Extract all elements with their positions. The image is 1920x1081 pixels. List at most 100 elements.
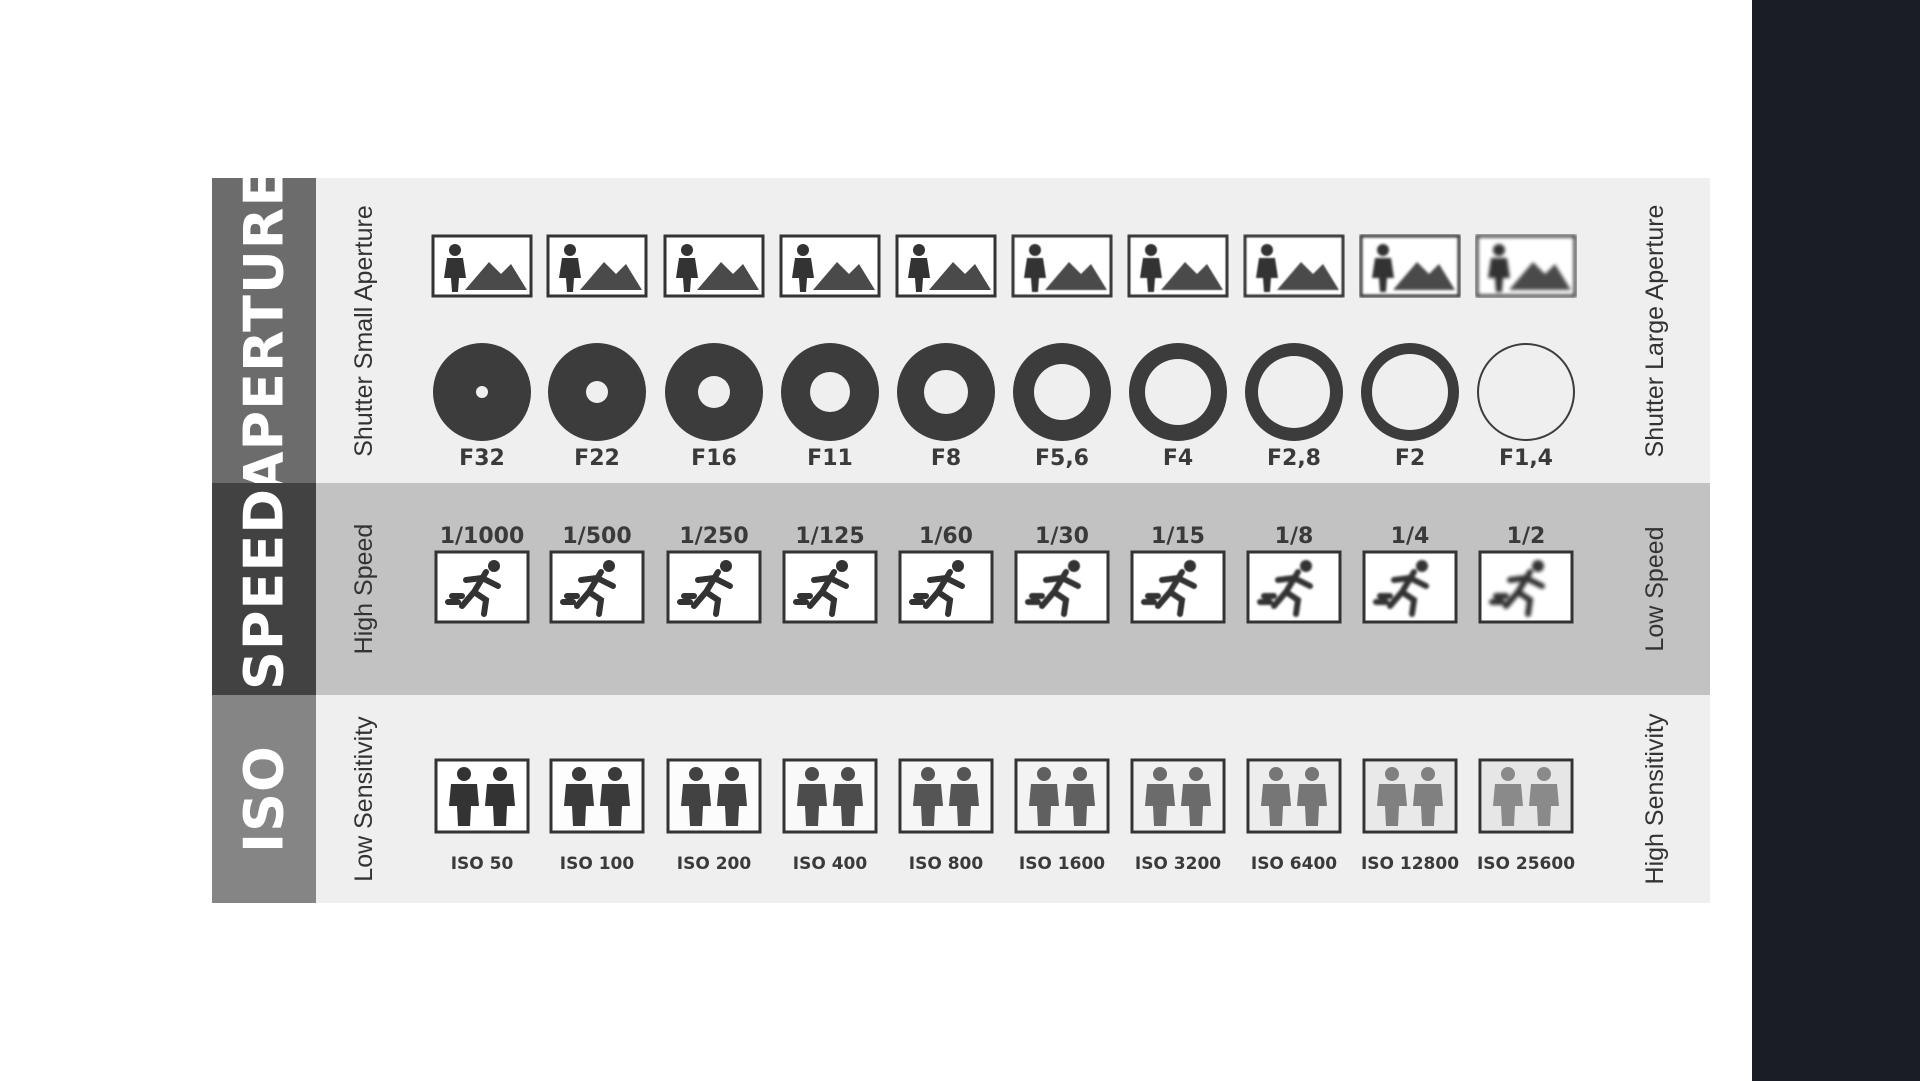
speed-icon-2 xyxy=(549,550,645,628)
speed-stop-label: 1/500 xyxy=(562,524,632,549)
speed-stop-label: 1/30 xyxy=(1035,524,1089,549)
iso-icon-6 xyxy=(1014,758,1110,838)
person-mountain-icon xyxy=(663,234,765,298)
speed-stop-label: 1/125 xyxy=(795,524,865,549)
two-people-icon xyxy=(549,758,645,834)
aperture-ring-icon xyxy=(1245,343,1343,441)
aperture-ring-3 xyxy=(664,342,764,446)
speed-icon-7 xyxy=(1130,550,1226,628)
iso-right-label: High Sensitivity xyxy=(1641,713,1669,885)
speed-stop-label: 1/8 xyxy=(1274,524,1314,549)
aperture-stop-label: F16 xyxy=(691,446,737,471)
running-person-icon xyxy=(1478,550,1574,624)
aperture-ring-icon xyxy=(548,343,646,441)
iso-icon-9 xyxy=(1362,758,1458,838)
iso-icon-10 xyxy=(1478,758,1574,838)
iso-icon-1 xyxy=(434,758,530,838)
running-person-icon xyxy=(666,550,762,624)
running-person-icon xyxy=(1130,550,1226,624)
speed-icon-9 xyxy=(1362,550,1458,628)
aperture-stop-label: F4 xyxy=(1162,446,1194,471)
iso-stop-label: ISO 1600 xyxy=(1018,854,1106,874)
aperture-scene-6 xyxy=(1011,234,1113,302)
aperture-ring-icon xyxy=(1361,343,1459,441)
running-person-icon xyxy=(1014,550,1110,624)
person-mountain-icon xyxy=(779,234,881,298)
speed-icon-1 xyxy=(434,550,530,628)
aperture-scene-2 xyxy=(546,234,648,302)
person-mountain-icon xyxy=(1127,234,1229,298)
person-mountain-icon xyxy=(431,234,533,298)
exposure-chart: APERTURE Shutter Small Aperture Shutter … xyxy=(212,168,1710,903)
two-people-icon xyxy=(1014,758,1110,834)
aperture-title-bar: APERTURE xyxy=(212,168,316,493)
running-person-icon xyxy=(782,550,878,624)
aperture-ring-10 xyxy=(1476,342,1576,446)
aperture-ring-icon xyxy=(897,343,995,441)
speed-stop-label: 1/4 xyxy=(1390,524,1430,549)
speed-icon-6 xyxy=(1014,550,1110,628)
aperture-ring-5 xyxy=(896,342,996,446)
aperture-stop-label: F32 xyxy=(459,446,505,471)
two-people-icon xyxy=(1362,758,1458,834)
aperture-scene-5 xyxy=(895,234,997,302)
two-people-icon xyxy=(782,758,878,834)
aperture-scene-10 xyxy=(1475,234,1577,302)
aperture-stop-label: F1,4 xyxy=(1498,446,1554,471)
person-mountain-icon xyxy=(1011,234,1113,298)
aperture-scene-7 xyxy=(1127,234,1229,302)
iso-icon-4 xyxy=(782,758,878,838)
aperture-left-label: Shutter Small Aperture xyxy=(350,204,378,457)
speed-title: SPEED xyxy=(232,487,296,691)
aperture-scene-1 xyxy=(431,234,533,302)
speed-icon-4 xyxy=(782,550,878,628)
two-people-icon xyxy=(1478,758,1574,834)
two-people-icon xyxy=(1130,758,1226,834)
iso-stop-label: ISO 200 xyxy=(676,854,752,874)
iso-stop-label: ISO 3200 xyxy=(1134,854,1222,874)
aperture-ring-icon xyxy=(1477,343,1575,441)
aperture-ring-1 xyxy=(432,342,532,446)
iso-icon-3 xyxy=(666,758,762,838)
aperture-ring-icon xyxy=(1129,343,1227,441)
two-people-icon xyxy=(434,758,530,834)
aperture-stop-label: F2,8 xyxy=(1266,446,1322,471)
two-people-icon xyxy=(898,758,994,834)
speed-stop-label: 1/2 xyxy=(1506,524,1546,549)
iso-title: ISO xyxy=(232,745,296,853)
running-person-icon xyxy=(1362,550,1458,624)
aperture-ring-6 xyxy=(1012,342,1112,446)
aperture-stop-label: F5,6 xyxy=(1034,446,1090,471)
two-people-icon xyxy=(666,758,762,834)
iso-stop-label: ISO 6400 xyxy=(1250,854,1338,874)
aperture-ring-4 xyxy=(780,342,880,446)
two-people-icon xyxy=(1246,758,1342,834)
speed-stop-label: 1/60 xyxy=(919,524,973,549)
speed-title-bar: SPEED xyxy=(212,483,316,695)
aperture-stop-label: F8 xyxy=(930,446,962,471)
aperture-ring-7 xyxy=(1128,342,1228,446)
iso-stop-label: ISO 12800 xyxy=(1360,854,1460,874)
speed-icon-5 xyxy=(898,550,994,628)
person-mountain-icon xyxy=(1475,234,1577,298)
aperture-scene-3 xyxy=(663,234,765,302)
iso-stop-label: ISO 400 xyxy=(792,854,868,874)
aperture-ring-icon xyxy=(781,343,879,441)
iso-icon-5 xyxy=(898,758,994,838)
speed-stop-label: 1/250 xyxy=(679,524,749,549)
aperture-stop-label: F2 xyxy=(1394,446,1426,471)
aperture-ring-icon xyxy=(665,343,763,441)
speed-icon-3 xyxy=(666,550,762,628)
iso-left-label: Low Sensitivity xyxy=(350,716,378,882)
iso-stop-label: ISO 50 xyxy=(450,854,514,874)
iso-stop-label: ISO 100 xyxy=(559,854,635,874)
running-person-icon xyxy=(549,550,645,624)
aperture-scene-8 xyxy=(1243,234,1345,302)
aperture-right-label: Shutter Large Aperture xyxy=(1641,204,1669,457)
iso-icon-2 xyxy=(549,758,645,838)
iso-icon-8 xyxy=(1246,758,1342,838)
aperture-scene-9 xyxy=(1359,234,1461,302)
iso-stop-label: ISO 800 xyxy=(908,854,984,874)
aperture-scene-4 xyxy=(779,234,881,302)
speed-stop-label: 1/1000 xyxy=(439,524,525,549)
